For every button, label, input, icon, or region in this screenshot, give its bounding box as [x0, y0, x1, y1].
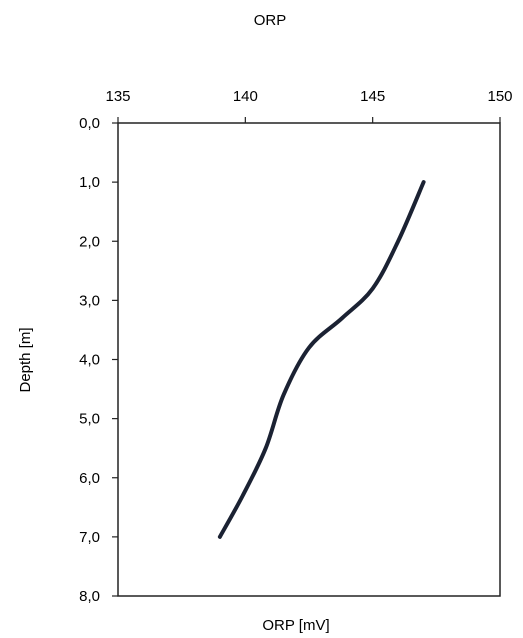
series-layer	[217, 180, 426, 539]
chart-title: ORP	[254, 12, 287, 29]
x-tick-label: 145	[360, 88, 385, 105]
y-tick-label: 2,0	[79, 233, 100, 250]
y-tick-label: 7,0	[79, 529, 100, 546]
y-axis-ticks: 0,0 1,0 2,0 3,0 4,0 5,0 6,0 7,0 8,0	[79, 115, 118, 605]
y-tick-label: 1,0	[79, 174, 100, 191]
y-tick-label: 8,0	[79, 588, 100, 605]
x-axis-ticks: 135 140 145 150	[105, 88, 513, 123]
y-tick-label: 0,0	[79, 115, 100, 132]
x-axis-label: ORP [mV]	[262, 617, 329, 634]
x-tick-label: 150	[487, 88, 512, 105]
plot-frame	[117, 122, 501, 597]
y-axis-label: Depth [m]	[17, 327, 34, 392]
x-tick-label: 135	[105, 88, 130, 105]
y-tick-label: 3,0	[79, 292, 100, 309]
y-tick-label: 5,0	[79, 411, 100, 428]
series-line	[217, 180, 426, 539]
x-tick-label: 140	[233, 88, 258, 105]
y-tick-label: 6,0	[79, 470, 100, 487]
y-tick-label: 4,0	[79, 352, 100, 369]
